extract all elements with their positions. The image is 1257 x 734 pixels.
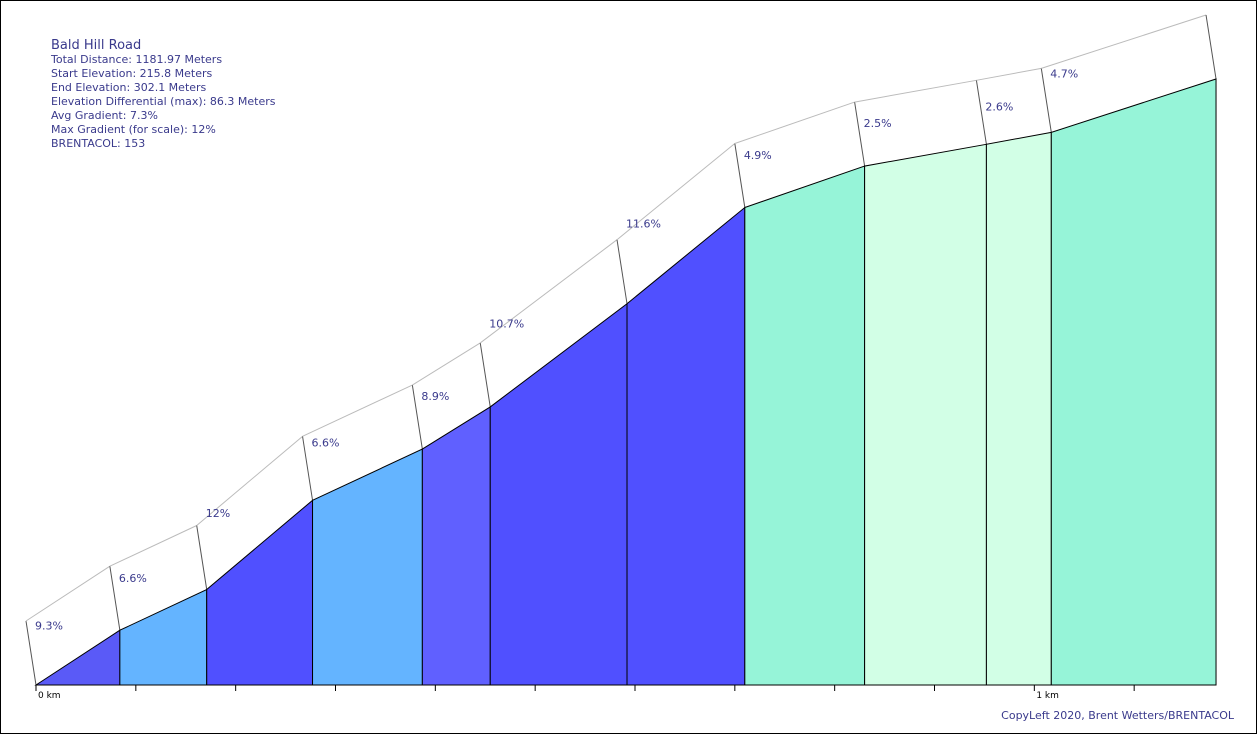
band-divider: [616, 239, 628, 304]
band-divider: [411, 384, 423, 450]
gradient-label: 8.9%: [421, 390, 449, 403]
band-divider: [302, 436, 314, 501]
segment-11: [1050, 78, 1217, 686]
band-top-edge: [25, 565, 111, 622]
segment-6: [489, 302, 628, 686]
band-divider: [196, 525, 208, 590]
elevation-differential: Elevation Differential (max): 86.3 Meter…: [51, 95, 276, 108]
brentacol-score: BRENTACOL: 153: [51, 137, 146, 150]
band-top-edge: [1041, 14, 1207, 69]
segment-4: [312, 448, 423, 686]
band-divider: [1205, 14, 1217, 80]
segment-5: [421, 406, 491, 686]
avg-gradient: Avg Gradient: 7.3%: [51, 109, 158, 122]
end-elevation: End Elevation: 302.1 Meters: [51, 81, 207, 94]
band-divider: [1040, 68, 1052, 133]
start-elevation: Start Elevation: 215.8 Meters: [51, 67, 213, 80]
gradient-label: 11.6%: [626, 218, 661, 231]
band-top-edge: [479, 239, 618, 344]
band-top-edge: [302, 384, 413, 437]
band-top-edge: [196, 435, 303, 526]
band-divider: [109, 566, 121, 631]
band-top-edge: [109, 525, 197, 567]
band-divider: [975, 80, 987, 145]
gradient-label: 4.9%: [744, 149, 772, 162]
segment-fills: [34, 78, 1217, 686]
segment-3: [206, 499, 314, 686]
gradient-label: 6.6%: [119, 572, 147, 585]
band-top-edge: [734, 101, 855, 144]
gradient-band: [25, 14, 1217, 686]
x-tick-label: 0 km: [38, 691, 61, 701]
segment-1: [34, 629, 121, 686]
max-gradient: Max Gradient (for scale): 12%: [51, 123, 216, 136]
band-top-edge: [976, 67, 1042, 81]
band-divider: [25, 620, 37, 686]
copyleft-notice: CopyLeft 2020, Brent Wetters/BRENTACOL: [1001, 709, 1234, 722]
segment-8: [744, 165, 866, 686]
gradient-label: 12%: [206, 507, 230, 520]
band-top-edge: [412, 342, 481, 386]
route-title: Bald Hill Road: [51, 38, 142, 53]
gradient-label: 2.6%: [985, 100, 1013, 113]
band-divider: [854, 101, 866, 167]
segment-10: [985, 131, 1052, 686]
gradient-label: 6.6%: [312, 437, 340, 450]
band-divider: [479, 342, 491, 408]
gradient-label: 4.7%: [1050, 68, 1078, 81]
route-stats: Bald Hill Road Total Distance: 1181.97 M…: [51, 38, 275, 151]
x-axis: 0 km 1 km: [35, 684, 1216, 701]
band-top-edge: [616, 143, 736, 241]
segment-2: [119, 588, 208, 686]
gradient-label: 2.5%: [864, 117, 892, 130]
gradient-labels: 9.3% 6.6% 12% 6.6% 8.9% 10.7% 11.6% 4.9% 2.5% 2.6…: [35, 68, 1078, 633]
total-distance: Total Distance: 1181.97 Meters: [51, 53, 223, 66]
gradient-label: 10.7%: [489, 317, 524, 330]
segment-7: [626, 206, 746, 686]
segment-9: [864, 143, 987, 686]
x-tick-label: 1 km: [1036, 691, 1059, 701]
band-top-edge: [854, 79, 977, 103]
band-divider: [734, 143, 746, 208]
gradient-label: 9.3%: [35, 620, 63, 633]
